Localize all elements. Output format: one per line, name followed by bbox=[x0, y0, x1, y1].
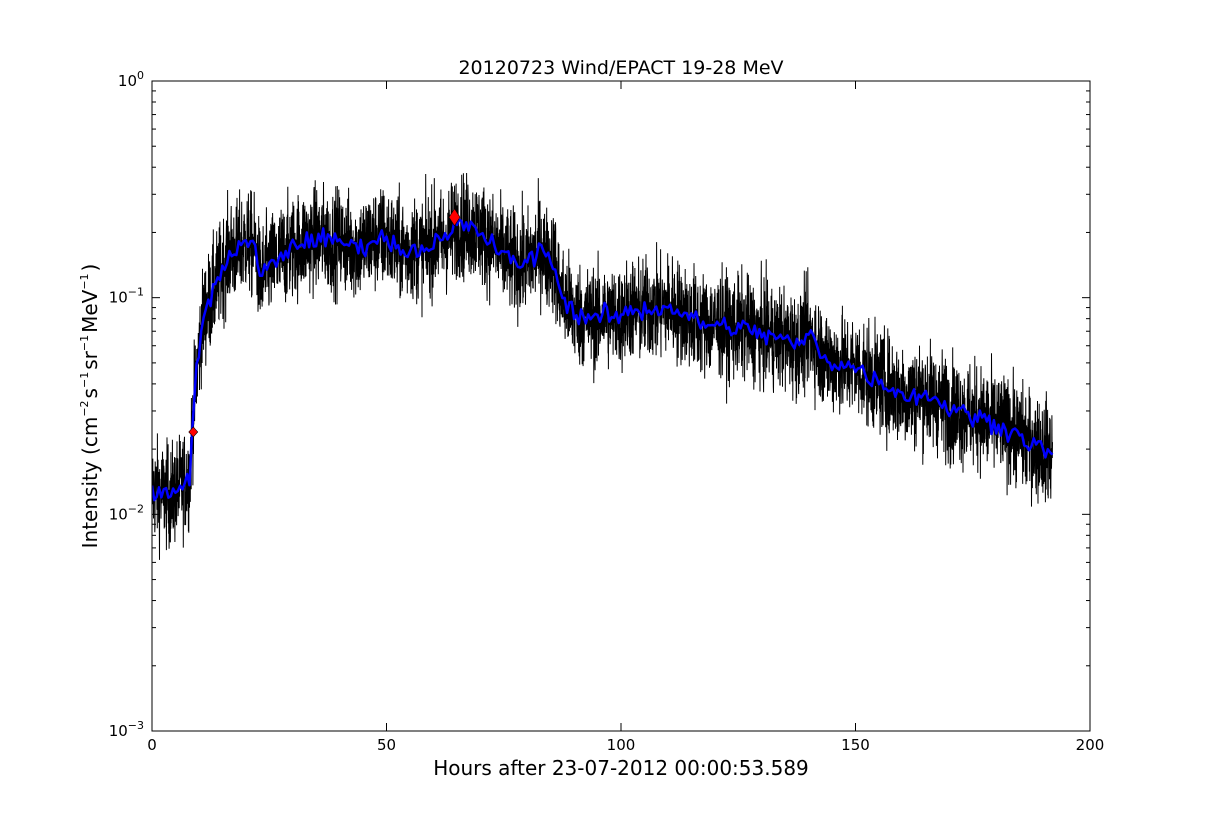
chart-title: 20120723 Wind/EPACT 19-28 MeV bbox=[458, 57, 783, 79]
y-axis-label: Intensity (cm−2s−1sr−1MeV−1) bbox=[78, 264, 102, 549]
y-label-prefix: Intensity (cm bbox=[78, 417, 102, 549]
y-tick-label: 10−3 bbox=[109, 719, 144, 740]
x-tick-label: 200 bbox=[1076, 736, 1105, 754]
y-label-mid-1: s bbox=[78, 388, 102, 398]
y-tick-exponent: −2 bbox=[128, 502, 144, 515]
peak-marker bbox=[448, 208, 461, 227]
y-tick-base: 10 bbox=[109, 505, 128, 523]
x-tick-label: 0 bbox=[147, 736, 157, 754]
y-tick-exponent: −1 bbox=[128, 286, 144, 299]
x-axis-ticks: 0 50 100 150 200 bbox=[147, 81, 1104, 754]
y-tick-base: 10 bbox=[109, 722, 128, 740]
raw-intensity-line bbox=[152, 172, 1053, 560]
y-label-sup-2: −1 bbox=[78, 372, 91, 388]
marker-layer bbox=[188, 208, 461, 438]
x-tick-label: 50 bbox=[377, 736, 396, 754]
smoothed-series-layer bbox=[152, 218, 1054, 502]
y-label-suffix: ) bbox=[78, 264, 102, 272]
y-tick-exponent: −3 bbox=[128, 719, 144, 732]
smoothed-intensity-line bbox=[152, 218, 1054, 502]
y-label-sup-3: −1 bbox=[78, 335, 91, 351]
y-tick-label: 10−1 bbox=[109, 286, 144, 307]
x-axis-label: Hours after 23-07-2012 00:00:53.589 bbox=[433, 756, 809, 780]
y-label-sup-4: −1 bbox=[78, 273, 91, 289]
y-tick-label: 10−2 bbox=[109, 502, 144, 523]
y-label-sup-1: −2 bbox=[78, 400, 91, 416]
y-tick-exponent: 0 bbox=[137, 69, 144, 82]
y-tick-base: 10 bbox=[118, 72, 137, 90]
y-tick-base: 10 bbox=[109, 289, 128, 307]
onset-marker bbox=[188, 426, 199, 438]
x-tick-label: 150 bbox=[841, 736, 870, 754]
y-label-mid-3: MeV bbox=[78, 289, 102, 333]
raw-series-layer bbox=[152, 172, 1053, 560]
y-tick-label: 100 bbox=[118, 69, 144, 90]
x-tick-label: 100 bbox=[607, 736, 636, 754]
y-label-mid-2: sr bbox=[78, 350, 102, 369]
